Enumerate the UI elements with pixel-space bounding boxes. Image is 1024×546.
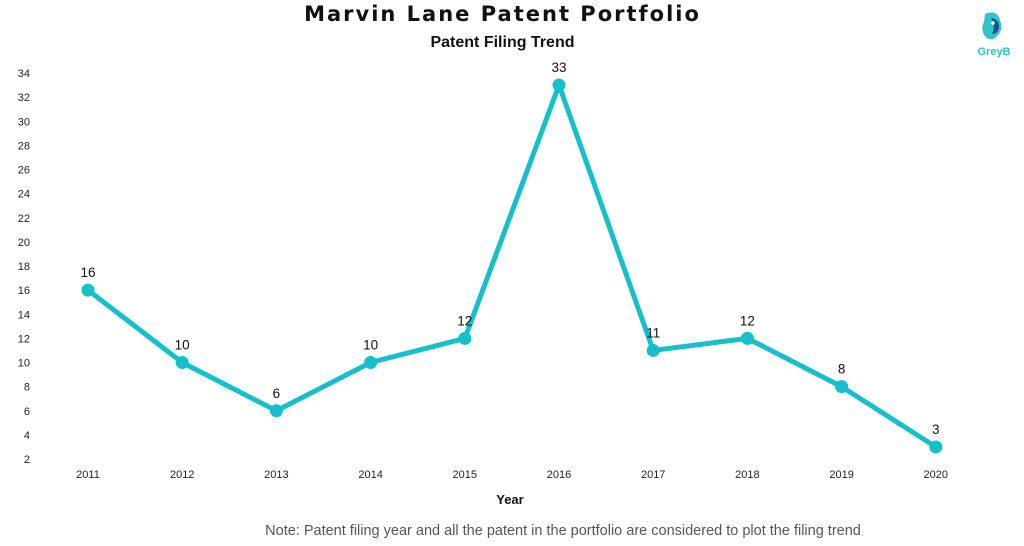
y-tick-label: 34	[18, 68, 30, 80]
logo-text: GreyB	[977, 46, 1011, 58]
y-tick-label: 14	[18, 309, 30, 321]
x-tick-label: 2017	[641, 469, 665, 481]
y-tick-label: 16	[18, 285, 30, 297]
data-label: 12	[457, 313, 472, 328]
y-tick-label: 32	[18, 92, 30, 104]
data-label: 11	[646, 325, 660, 340]
x-tick-label: 2012	[170, 469, 194, 481]
data-label: 3	[932, 422, 940, 437]
data-labels: 16 10 6 10 12 33 11 12 8 3	[80, 60, 939, 437]
x-tick-label: 2015	[453, 469, 477, 481]
y-tick-label: 18	[18, 261, 30, 273]
y-tick-label: 22	[18, 213, 30, 225]
data-point	[835, 380, 849, 394]
x-axis-label: Year	[496, 492, 523, 507]
x-tick-label: 2014	[358, 469, 382, 481]
data-point	[740, 331, 754, 345]
data-point	[364, 356, 378, 369]
x-axis: 2011 2012 2013 2014 2015 2016 2017 2018 2019 2020	[76, 469, 948, 481]
chart-subtitle: Patent Filing Trend	[430, 34, 575, 51]
y-tick-label: 20	[18, 237, 30, 249]
data-label: 10	[175, 338, 190, 353]
footnote: Note: Patent filing year and all the pat…	[265, 523, 861, 539]
series-line	[85, 77, 939, 450]
data-label: 10	[363, 338, 378, 353]
greyb-logo-icon	[982, 12, 1002, 40]
data-point	[458, 331, 472, 345]
y-tick-label: 8	[24, 382, 30, 394]
data-label: 8	[838, 362, 846, 377]
y-tick-label: 12	[18, 333, 30, 345]
chart-title: Marvin Lane Patent Portfolio	[304, 2, 701, 26]
data-point	[81, 283, 95, 297]
data-point	[175, 356, 189, 369]
x-tick-label: 2011	[76, 469, 100, 481]
y-tick-label: 24	[18, 189, 30, 201]
data-label: 16	[80, 265, 95, 280]
y-tick-label: 6	[24, 406, 30, 418]
x-tick-label: 2016	[547, 469, 571, 481]
x-tick-label: 2020	[924, 469, 948, 481]
y-tick-label: 4	[24, 430, 30, 442]
data-label: 6	[273, 386, 281, 401]
data-point	[929, 440, 943, 454]
data-point	[552, 78, 566, 92]
x-tick-label: 2018	[735, 469, 759, 481]
data-point	[646, 343, 660, 357]
greyb-logo: GreyB	[972, 10, 1016, 66]
y-tick-label: 28	[18, 140, 30, 152]
y-tick-label: 30	[18, 116, 30, 128]
data-point	[269, 404, 283, 418]
data-label: 12	[740, 313, 755, 328]
y-tick-label: 10	[18, 358, 30, 370]
y-tick-label: 2	[24, 454, 30, 466]
x-tick-label: 2013	[264, 469, 288, 481]
y-tick-label: 26	[18, 165, 30, 177]
data-label: 33	[551, 60, 566, 75]
series-layer	[81, 77, 943, 454]
x-tick-label: 2019	[829, 469, 853, 481]
